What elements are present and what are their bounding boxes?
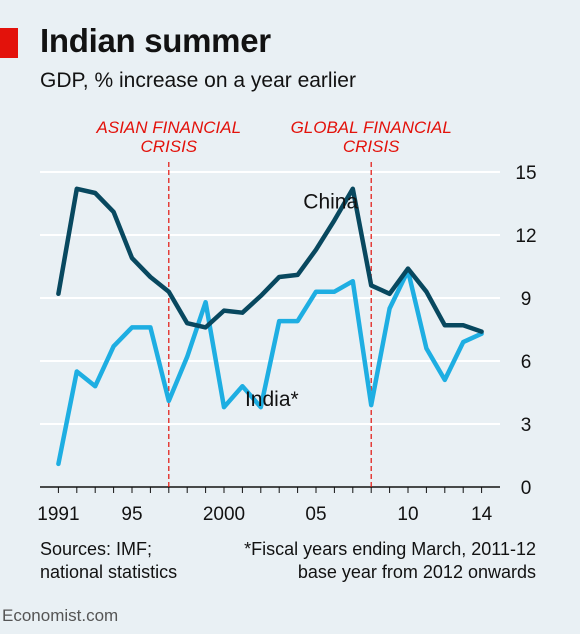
x-tick-label: 14: [471, 504, 493, 525]
x-tick-label: 2000: [203, 504, 245, 525]
chart-subtitle: GDP, % increase on a year earlier: [40, 69, 356, 92]
sources-line-2: national statistics: [40, 562, 178, 582]
y-tick-label: 0: [521, 478, 532, 499]
crisis-label: CRISIS: [343, 137, 400, 156]
y-tick-label: 3: [521, 415, 532, 436]
series-label-china: China: [303, 190, 358, 213]
series-line-india: [56, 268, 484, 467]
footnote-line-2: base year from 2012 onwards: [297, 562, 536, 582]
chart-title: Indian summer: [40, 22, 271, 59]
y-tick-label: 6: [521, 352, 532, 373]
x-tick-label: 1991: [37, 504, 79, 525]
crisis-label: CRISIS: [140, 137, 197, 156]
sources-note: Sources: IMF; national statistics: [40, 538, 177, 584]
brand-red-tag: [0, 28, 18, 58]
crisis-label: ASIAN FINANCIAL: [96, 118, 242, 137]
footnote: *Fiscal years ending March, 2011-12 base…: [244, 538, 536, 584]
crisis-label: GLOBAL FINANCIAL: [291, 118, 452, 137]
x-tick-label: 10: [397, 504, 418, 525]
economist-brand: Economist.com: [2, 606, 119, 625]
series-line-china: [56, 186, 484, 334]
sources-line-1: Sources: IMF;: [40, 539, 153, 559]
y-tick-label: 9: [521, 289, 532, 310]
x-tick-label: 95: [121, 504, 142, 525]
series-label-india: India*: [245, 388, 299, 411]
x-tick-label: 05: [305, 504, 326, 525]
y-tick-label: 12: [515, 226, 536, 247]
footnote-line-1: *Fiscal years ending March, 2011-12: [244, 539, 536, 559]
y-tick-label: 15: [515, 163, 536, 184]
